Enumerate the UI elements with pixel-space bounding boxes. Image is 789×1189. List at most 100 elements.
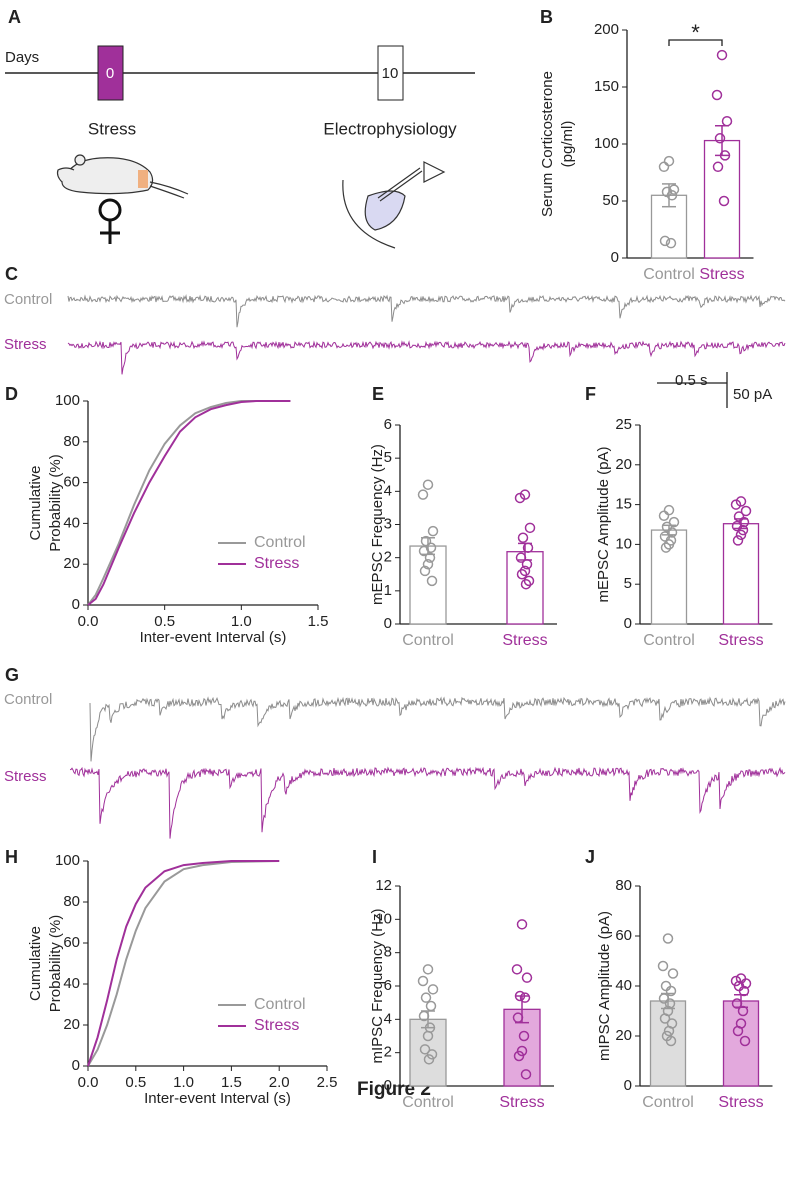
y-axis-label: Probability (%): [47, 915, 64, 1013]
y-tick-label: 5: [384, 449, 392, 466]
data-point: [427, 984, 439, 995]
y-tick-label: 0: [611, 249, 619, 266]
panel-label: E: [372, 384, 384, 404]
y-tick-label: 0: [384, 1077, 392, 1094]
y-axis-label: Probability (%): [47, 454, 64, 552]
x-tick-label: 0.5: [125, 1074, 146, 1091]
y-axis-label: mEPSC Frequency (Hz): [369, 444, 386, 605]
series-line: [87, 860, 280, 1067]
y-tick-label: 60: [615, 927, 632, 944]
y-tick-label: 40: [63, 514, 80, 531]
trace-label: Control: [4, 291, 52, 308]
y-tick-label: 6: [384, 977, 392, 994]
legend-label: Control: [254, 996, 306, 1013]
y-tick-label: 20: [615, 1027, 632, 1044]
panel-label: J: [585, 847, 595, 867]
data-point: [659, 1013, 671, 1024]
trace-label: Stress: [4, 768, 47, 785]
female-symbol: [98, 198, 122, 244]
data-point: [739, 1035, 751, 1047]
bar: [650, 529, 688, 625]
data-point: [520, 578, 532, 590]
data-point: [517, 532, 529, 544]
day-label: 10: [382, 65, 399, 82]
trace: [67, 294, 786, 328]
bar: [703, 139, 741, 259]
y-tick-label: 50: [602, 192, 619, 209]
y-tick-label: 3: [384, 515, 392, 532]
trace: [89, 696, 786, 762]
y-tick-label: 2: [384, 549, 392, 566]
data-point: [662, 933, 674, 944]
data-point: [423, 1054, 435, 1065]
data-point: [657, 960, 669, 972]
x-tick-label: 0.0: [78, 613, 99, 630]
data-point: [712, 161, 724, 173]
y-tick-label: 60: [63, 474, 80, 491]
y-tick-label: 0: [72, 1057, 80, 1074]
y-axis-label: mIPSC Frequency (Hz): [369, 908, 386, 1063]
data-point: [721, 115, 733, 127]
ephys-day-box: [377, 45, 404, 101]
x-tick-label: Stress: [499, 1094, 544, 1111]
series-line: [87, 400, 291, 606]
data-point: [737, 524, 749, 536]
x-tick-label: 0.0: [78, 1074, 99, 1091]
y-tick-label: 20: [63, 1016, 80, 1033]
data-point: [716, 49, 728, 61]
x-tick-label: 0.5: [154, 613, 175, 630]
x-tick-label: Control: [642, 1094, 694, 1111]
y-tick-label: 10: [615, 535, 632, 552]
data-point: [711, 89, 723, 101]
data-point: [658, 510, 670, 521]
y-tick-label: 8: [384, 944, 392, 961]
x-tick-label: 1.5: [221, 1074, 242, 1091]
data-point: [660, 542, 672, 553]
y-tick-label: 60: [63, 934, 80, 951]
data-point: [663, 504, 675, 516]
data-point: [422, 964, 434, 975]
legend-label: Control: [254, 534, 306, 551]
series-line: [87, 400, 291, 606]
data-point: [660, 980, 672, 992]
y-axis-label: mIPSC Amplitude (pA): [596, 911, 613, 1061]
data-point: [663, 155, 675, 167]
data-point: [668, 516, 680, 528]
y-tick-label: 40: [63, 975, 80, 992]
panel-label: C: [5, 264, 18, 284]
day-label: 0: [106, 65, 114, 82]
y-tick-label: 5: [624, 575, 632, 592]
x-tick-label: 2.0: [269, 1074, 290, 1091]
data-point: [665, 237, 677, 249]
scale-label: 0.5 s: [675, 372, 708, 389]
data-point: [420, 535, 432, 547]
data-point: [426, 575, 438, 587]
x-tick-label: Stress: [699, 266, 744, 283]
y-tick-label: 4: [384, 482, 392, 499]
x-tick-label: 1.0: [173, 1074, 194, 1091]
data-point: [519, 992, 531, 1003]
traces: [67, 294, 786, 839]
bar: [409, 545, 447, 625]
x-tick-label: 1.5: [308, 613, 329, 630]
mouse-icon: [56, 154, 189, 199]
data-point: [658, 161, 670, 173]
x-tick-label: Control: [643, 266, 695, 283]
x-tick-label: Control: [402, 632, 454, 649]
data-point: [516, 569, 528, 580]
y-tick-label: 12: [375, 877, 392, 894]
data-point: [665, 1035, 677, 1047]
data-point: [667, 968, 679, 979]
data-point: [419, 1044, 431, 1055]
data-point: [514, 492, 526, 504]
panel-label: A: [8, 7, 21, 27]
data-point: [740, 505, 752, 517]
x-tick-label: Control: [643, 632, 695, 649]
x-tick-label: Stress: [718, 1094, 763, 1111]
data-point: [718, 195, 730, 207]
legend-label: Stress: [254, 1017, 299, 1034]
y-tick-label: 200: [594, 21, 619, 38]
y-tick-label: 0: [624, 615, 632, 632]
y-tick-label: 80: [615, 877, 632, 894]
panel-label: H: [5, 847, 18, 867]
